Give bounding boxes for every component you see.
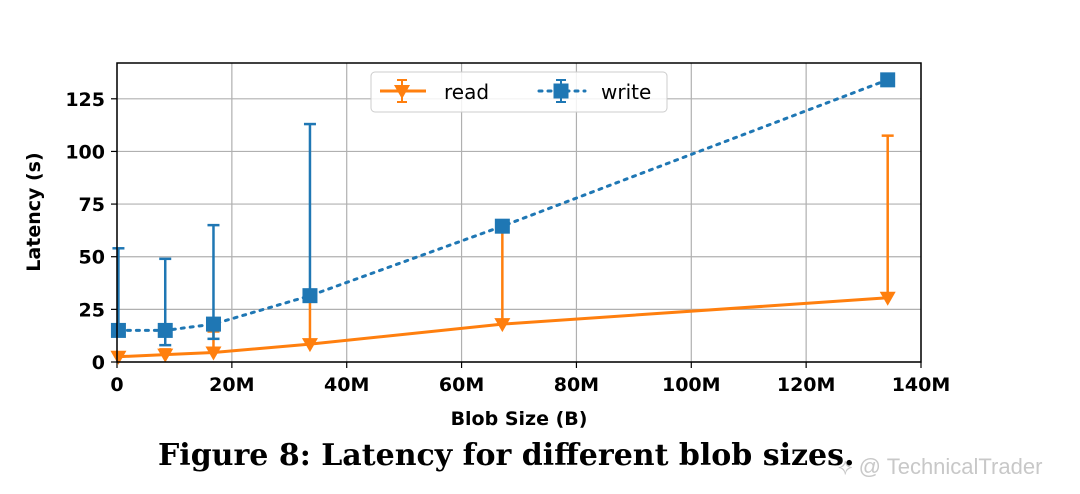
read-point	[301, 338, 318, 353]
write-point	[494, 218, 510, 234]
legend-marker-read	[394, 85, 410, 99]
read-point	[157, 348, 174, 363]
y-tick-label: 75	[79, 194, 105, 216]
x-axis-title: Blob Size (B)	[451, 408, 588, 430]
ticks: 0 20M 40M 60M 80M 100M 120M 140M 0 25 50 75 100 125	[65, 89, 950, 396]
y-tick-label: 0	[92, 352, 105, 374]
legend-frame	[370, 71, 668, 113]
read-point	[494, 318, 511, 333]
read-point	[879, 291, 896, 306]
legend-label-write: write	[601, 80, 651, 104]
x-tick-label: 0	[110, 374, 123, 396]
y-tick-label: 125	[65, 89, 105, 111]
write-point	[880, 72, 896, 88]
series-write	[110, 72, 896, 347]
read-line	[118, 296, 888, 359]
x-tick-label: 60M	[439, 374, 484, 396]
legend-marker-write	[553, 83, 569, 99]
y-tick-label: 25	[79, 299, 105, 321]
write-point	[205, 316, 221, 332]
plot-frame	[116, 62, 922, 363]
y-tick-label: 100	[65, 141, 105, 163]
series-read	[110, 134, 896, 365]
legend-label-read: read	[444, 80, 489, 104]
write-point	[157, 322, 173, 338]
x-tick-label: 80M	[554, 374, 599, 396]
legend: read write	[370, 71, 668, 113]
y-axis-title: Latency (s)	[23, 152, 45, 271]
x-tick-label: 40M	[324, 374, 369, 396]
figure-caption: Figure 8: Latency for different blob siz…	[158, 438, 855, 473]
read-point	[110, 350, 127, 365]
write-point	[302, 288, 318, 304]
series-layer	[110, 72, 896, 365]
legend-entry-read	[380, 79, 426, 103]
y-tick-label: 50	[79, 247, 105, 269]
x-tick-label: 100M	[662, 374, 721, 396]
write-point	[110, 322, 126, 338]
x-tick-label: 140M	[892, 374, 951, 396]
x-tick-label: 20M	[209, 374, 254, 396]
watermark: ⟡ @ TechnicalTrader	[838, 454, 1043, 479]
x-tick-label: 120M	[777, 374, 836, 396]
read-point	[205, 346, 222, 361]
legend-entry-write	[537, 79, 587, 103]
write-line	[116, 78, 890, 332]
